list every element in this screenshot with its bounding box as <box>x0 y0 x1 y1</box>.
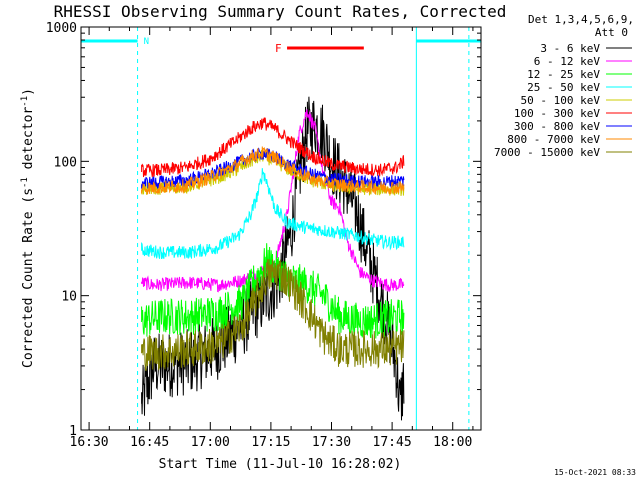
x-tick-label-6: 17:45 <box>373 435 412 450</box>
chart-title: RHESSI Observing Summary Count Rates, Co… <box>54 2 507 21</box>
x-tick-label-3: 17:00 <box>191 435 230 450</box>
x-tick-label-5: 17:30 <box>312 435 351 450</box>
series-line-6 <box>141 117 405 178</box>
x-tick-label-7: 18:00 <box>433 435 472 450</box>
night-label: N <box>144 37 149 47</box>
y-tick-label-3: 100 <box>54 155 77 170</box>
legend-label-8: 800 - 7000 keV <box>507 133 600 146</box>
y-tick-label-2: 10 <box>61 290 77 305</box>
legend-label-7: 300 - 800 keV <box>514 120 600 133</box>
x-tick-label-1: 16:30 <box>70 435 109 450</box>
legend-label-9: 7000 - 15000 keV <box>494 146 600 159</box>
legend-label-1: 3 - 6 keV <box>540 42 600 55</box>
tick-layer: 16:30 16:45 17:00 17:15 17:30 17:45 18:00 1 10 10… <box>46 21 481 450</box>
legend-label-2: 6 - 12 keV <box>534 55 601 68</box>
series-line-8 <box>141 146 405 195</box>
y-axis-label-sup1: -1 <box>20 177 30 188</box>
x-axis-label: Start Time (11-Jul-10 16:28:02) <box>159 457 402 472</box>
legend-label-5: 50 - 100 keV <box>521 94 601 107</box>
y-axis-label-main: Corrected Count Rate (s <box>21 188 36 368</box>
legend-label-3: 12 - 25 keV <box>527 68 600 81</box>
series-line-4 <box>141 168 405 260</box>
legend-header-line2: Att 0 <box>595 26 628 39</box>
y-axis-label-mid: detector <box>21 107 36 178</box>
x-tick-label-2: 16:45 <box>130 435 169 450</box>
legend-header-line1: Det 1,3,4,5,6,9, <box>528 13 634 26</box>
series-line-3 <box>141 243 405 340</box>
date-stamp: 15-Oct-2021 08:33 <box>554 468 636 477</box>
y-tick-label-1: 1 <box>69 424 77 439</box>
y-axis-label: Corrected Count Rate (s-1 detector-1) <box>20 88 36 368</box>
legend-label-6: 100 - 300 keV <box>514 107 600 120</box>
y-axis-label-end: ) <box>21 88 36 96</box>
y-tick-label-4: 1000 <box>46 21 77 36</box>
axes-frame <box>80 26 482 431</box>
y-axis-label-sup2: -1 <box>20 96 30 107</box>
series-layer <box>141 96 405 421</box>
x-tick-label-4: 17:15 <box>251 435 290 450</box>
flare-label: F <box>275 42 282 55</box>
legend-label-4: 25 - 50 keV <box>527 81 600 94</box>
series-line-9 <box>141 259 405 372</box>
